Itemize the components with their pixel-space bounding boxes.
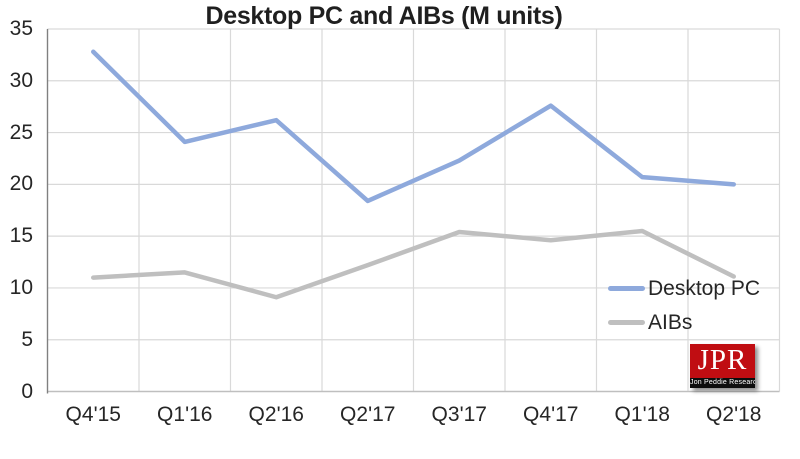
legend-item-desktop-pc: Desktop PC [608, 274, 798, 304]
desktop-pc-line-swatch-icon [608, 286, 645, 291]
aibs-line [91, 228, 736, 300]
y-tick-label: 5 [21, 327, 33, 351]
legend-label-aibs: AIBs [648, 311, 693, 334]
y-tick-label: 20 [9, 172, 33, 196]
y-tick-label: 10 [9, 275, 33, 299]
x-tick-label: Q3'17 [431, 403, 487, 426]
legend-label-desktop-pc: Desktop PC [648, 277, 761, 300]
y-tick-label: 30 [9, 68, 33, 92]
y-tick-label: 0 [21, 379, 33, 403]
x-tick-label: Q1'16 [157, 403, 213, 426]
jpr-logo-red-box: JPR [690, 344, 755, 378]
legend-item-aibs: AIBs [608, 308, 798, 338]
jpr-logo-caption: Jon Peddie Research [690, 378, 755, 388]
y-tick-label: 15 [9, 224, 33, 248]
x-tick-label: Q1'18 [614, 403, 670, 426]
x-tick-label: Q2'16 [248, 403, 304, 426]
chart-title: Desktop PC and AIBs (M units) [205, 2, 563, 30]
jpr-logo-acronym: JPR [697, 343, 748, 376]
x-tick-label: Q4'17 [523, 403, 579, 426]
x-tick-label: Q2'18 [706, 403, 762, 426]
y-tick-label: 25 [9, 120, 33, 144]
jpr-logo: JPR Jon Peddie Research [690, 344, 755, 388]
aibs-line-swatch-icon [608, 320, 645, 325]
y-tick-label: 35 [9, 17, 33, 40]
desktop-pc-line [91, 49, 736, 204]
x-tick-label: Q2'17 [340, 403, 396, 426]
x-tick-label: Q4'15 [65, 403, 121, 426]
